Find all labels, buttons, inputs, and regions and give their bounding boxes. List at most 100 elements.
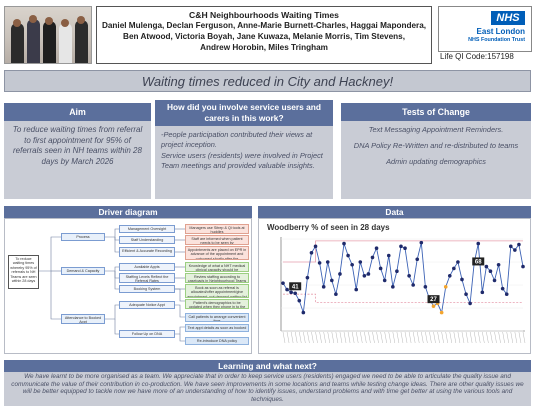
x-tick [478, 331, 481, 344]
data-point [399, 244, 403, 249]
data-point [342, 241, 346, 246]
primary-driver-demand-capacity: Demand & Capacity [61, 267, 105, 275]
x-tick [380, 331, 383, 344]
test-item: Admin updating demographics [386, 157, 486, 167]
x-tick [400, 331, 404, 344]
primary-driver-process: Process [61, 233, 105, 241]
data-point [508, 244, 513, 249]
x-tick [412, 331, 416, 344]
x-tick [453, 331, 457, 344]
data-point [313, 244, 318, 249]
involvement-para-1: -People participation contributed their … [161, 130, 313, 149]
driver-connectors [39, 228, 185, 342]
data-point [521, 264, 525, 269]
data-point [285, 287, 289, 292]
involvement-para-2: Service users (residents) were involved … [161, 151, 323, 170]
data-point [415, 257, 420, 262]
change-idea: Text appt details as soon as booked [185, 324, 249, 332]
data-point [439, 310, 444, 315]
x-tick [486, 331, 489, 344]
data-point [386, 253, 391, 258]
data-point [443, 285, 448, 289]
annotation-box [472, 257, 485, 266]
secondary-driver: Adequate Notice Appt [119, 301, 175, 309]
data-point [317, 261, 322, 265]
data-point [293, 291, 298, 296]
test-item: Text Messaging Appointment Reminders. [368, 125, 504, 134]
chart-title: Woodberry % of seen in 28 days [267, 223, 390, 232]
data-chart-panel: Woodberry % of seen in 28 days 41 27 68 [258, 218, 531, 354]
data-point [391, 285, 395, 289]
x-tick [303, 331, 306, 344]
x-tick [368, 331, 371, 344]
x-tick [457, 331, 461, 344]
x-tick [335, 331, 339, 344]
data-point [500, 286, 505, 291]
involvement-body: -People participation contributed their … [155, 126, 333, 199]
primary-driver-attendance: Attendance to Booked Appt [61, 314, 105, 324]
headline-banner: Waiting times reduced in City and Hackne… [4, 70, 531, 92]
annotation-label: 68 [475, 259, 482, 265]
x-tick [372, 331, 375, 344]
data-point [513, 248, 517, 252]
poster-title: C&H Neighbourhoods Waiting Times [189, 10, 339, 20]
x-tick [417, 331, 420, 344]
x-tick [290, 331, 294, 344]
x-tick [392, 331, 396, 344]
x-tick [388, 331, 391, 344]
data-point [305, 275, 310, 280]
change-idea: Re-introduce DNA policy [185, 337, 249, 345]
x-tick [449, 331, 452, 344]
data-point [378, 266, 383, 271]
data-point [370, 255, 375, 260]
x-tick [408, 331, 412, 344]
driver-diagram-heading: Driver diagram [4, 206, 252, 218]
x-tick [429, 331, 432, 344]
x-tick [286, 331, 290, 344]
x-tick [339, 331, 343, 344]
x-tick [502, 331, 505, 344]
change-idea: Call patients to arrange convenient time [185, 313, 249, 322]
change-idea: Review staffing according to caseloads i… [185, 273, 249, 283]
data-point [476, 241, 481, 246]
data-point [407, 274, 411, 278]
data-point [382, 278, 387, 283]
data-point [484, 264, 489, 269]
secondary-driver: Booking System [119, 285, 175, 293]
x-tick [494, 331, 497, 344]
x-tick [282, 331, 286, 344]
x-tick [514, 331, 518, 344]
data-point [309, 251, 314, 255]
data-point [431, 304, 436, 308]
x-tick [510, 331, 513, 344]
x-tick [474, 331, 477, 344]
poster-title-box: C&H Neighbourhoods Waiting Times Daniel … [96, 6, 432, 64]
data-point [358, 260, 363, 264]
x-tick [323, 331, 326, 344]
change-idea: Appointments are placed on EPR in advanc… [185, 246, 249, 260]
x-tick [307, 331, 310, 344]
data-point [301, 310, 306, 315]
x-tick [461, 331, 465, 344]
involvement-heading: How did you involve service users and ca… [155, 100, 333, 126]
org-subtitle: NHS Foundation Trust [468, 37, 525, 43]
driver-diagram: To reduce waiting times whereby 95% of r… [4, 218, 252, 354]
run-chart: Woodberry % of seen in 28 days 41 27 68 [267, 223, 526, 344]
x-tick [441, 331, 444, 344]
data-point [504, 292, 509, 296]
x-tick [465, 331, 469, 344]
data-point [452, 266, 456, 271]
annotation-label: 27 [430, 297, 437, 303]
data-point [488, 269, 493, 273]
data-point [289, 290, 293, 295]
x-tick [404, 331, 408, 344]
x-tick [469, 331, 473, 344]
aim-text: To reduce waiting times from referral to… [4, 121, 151, 199]
x-tick [498, 331, 501, 344]
x-tick [360, 331, 363, 344]
x-tick [327, 331, 330, 344]
x-tick [506, 331, 509, 344]
x-tick [437, 331, 440, 344]
x-tick [421, 331, 424, 344]
data-point [346, 253, 350, 258]
